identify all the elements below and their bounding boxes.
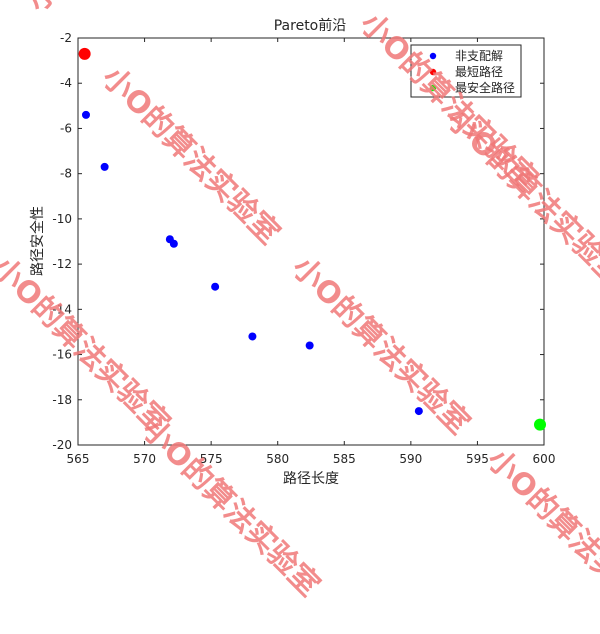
x-tick-label: 575	[200, 452, 223, 466]
data-points	[78, 47, 547, 431]
plot-frame	[77, 37, 545, 446]
legend-label-safest: 最安全路径	[455, 80, 515, 95]
x-axis-ticks: 565 570 575 580 585 590 595 600	[67, 38, 556, 466]
legend-box	[410, 44, 522, 98]
y-tick-label: -14	[52, 302, 72, 316]
legend-label-non-dominated: 非支配解	[455, 49, 503, 63]
legend-marker-shortest	[429, 68, 437, 76]
y-tick-label: -16	[52, 348, 72, 362]
y-axis-ticks: -20 -18 -16 -14 -12 -10 -8 -6 -4 -2	[52, 31, 544, 452]
x-tick-label: 600	[533, 452, 556, 466]
legend-marker-safest	[429, 84, 437, 92]
y-tick-label: -8	[60, 167, 72, 181]
x-axis-label: 路径长度	[283, 471, 339, 487]
legend-marker-non-dominated	[429, 52, 437, 60]
chart-title: Pareto前沿	[274, 17, 347, 34]
x-tick-label: 580	[266, 452, 289, 466]
non-dominated-point	[100, 162, 109, 171]
y-tick-label: -6	[60, 121, 72, 135]
x-tick-label: 590	[399, 452, 422, 466]
non-dominated-point	[81, 110, 90, 119]
safest-path-point	[534, 418, 547, 431]
legend-label-shortest: 最短路径	[455, 64, 503, 79]
legend: 非支配解 最短路径 最安全路径	[410, 44, 522, 98]
x-tick-label: 585	[333, 452, 356, 466]
non-dominated-point	[305, 341, 314, 350]
x-tick-label: 595	[466, 452, 489, 466]
y-axis-label: 路径安全性	[29, 206, 46, 276]
x-tick-label: 565	[67, 452, 90, 466]
y-tick-label: -12	[52, 257, 72, 271]
y-tick-label: -4	[60, 76, 72, 90]
y-tick-label: -2	[60, 31, 72, 45]
non-dominated-point	[169, 239, 178, 248]
non-dominated-point	[211, 282, 220, 291]
shortest-path-point	[78, 47, 91, 60]
y-tick-label: -18	[52, 393, 72, 407]
y-tick-label: -10	[52, 212, 72, 226]
x-tick-label: 570	[133, 452, 156, 466]
y-tick-label: -20	[52, 438, 72, 452]
non-dominated-point	[414, 407, 423, 416]
pareto-chart: Pareto前沿 565 570 575 580 585 590 595 600 -20 -18…	[29, 17, 556, 487]
non-dominated-point	[248, 332, 257, 341]
